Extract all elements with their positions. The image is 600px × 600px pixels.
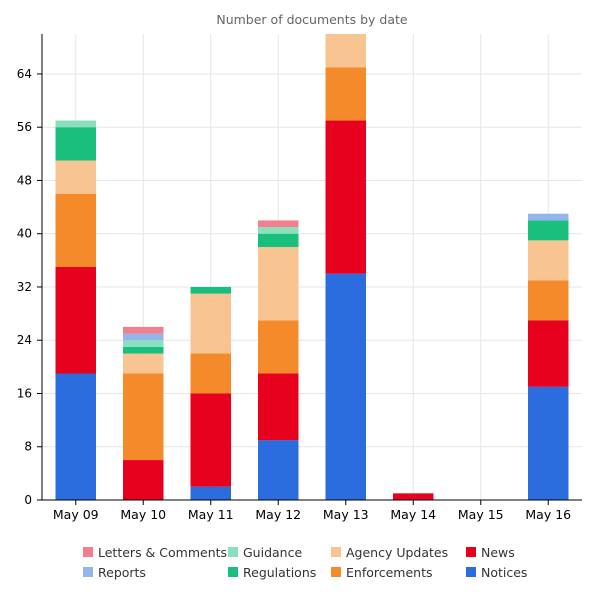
- legend-label: Notices: [481, 564, 528, 580]
- bar-segment-regulations[interactable]: [55, 127, 97, 161]
- bar-segment-notices[interactable]: [258, 440, 299, 500]
- legend-swatch: [228, 567, 238, 577]
- legend-label: Reports: [98, 564, 146, 580]
- legend-swatch: [466, 547, 476, 557]
- legend-label: Regulations: [243, 564, 317, 580]
- legend-item-news[interactable]: News: [466, 544, 546, 560]
- bar-segment-guidance[interactable]: [258, 227, 299, 234]
- bar-segment-reports[interactable]: [123, 333, 164, 341]
- bar-segment-news[interactable]: [393, 493, 434, 500]
- legend-swatch: [466, 567, 476, 577]
- legend-label: Enforcements: [346, 564, 433, 580]
- y-tick-label: 8: [24, 440, 32, 454]
- bar-segment-agency-updates[interactable]: [528, 240, 569, 281]
- bar-segment-news[interactable]: [325, 120, 367, 274]
- bar-segment-notices[interactable]: [190, 486, 232, 500]
- y-tick-label: 0: [24, 493, 32, 507]
- legend-label: Letters & Comments: [98, 544, 228, 560]
- x-tick-label: May 16: [525, 507, 571, 522]
- bar-segment-regulations[interactable]: [123, 346, 164, 354]
- bars: [55, 34, 569, 500]
- legend: Letters & Comments Guidance Agency Updates…: [83, 544, 553, 580]
- bar-segment-enforcements[interactable]: [528, 280, 569, 321]
- y-tick-label: 64: [17, 67, 32, 81]
- bar-segment-news[interactable]: [528, 320, 569, 387]
- bar-segment-news[interactable]: [190, 393, 232, 487]
- bar-segment-enforcements[interactable]: [190, 353, 232, 394]
- bar-segment-agency-updates[interactable]: [55, 160, 97, 194]
- y-tick-label: 40: [17, 227, 32, 241]
- legend-swatch: [331, 547, 341, 557]
- bar-segment-agency-updates[interactable]: [190, 293, 232, 354]
- bar-segment-news[interactable]: [123, 460, 164, 500]
- bar-segment-enforcements[interactable]: [123, 373, 164, 461]
- y-tick-label: 16: [17, 386, 32, 400]
- legend-item-reports[interactable]: Reports: [83, 564, 228, 580]
- x-tick-label: May 13: [323, 507, 369, 522]
- bar-segment-agency-updates[interactable]: [325, 34, 367, 68]
- axes: 0 8 16 24 32 40 48 56 64 May 09 May 10 May 11 May 12…: [17, 34, 582, 522]
- bar-segment-enforcements[interactable]: [325, 67, 367, 121]
- legend-item-regulations[interactable]: Regulations: [228, 564, 331, 580]
- bar-segment-agency-updates[interactable]: [123, 353, 164, 374]
- legend-item-letters-comments[interactable]: Letters & Comments: [83, 544, 228, 560]
- y-tick-label: 56: [17, 120, 32, 134]
- legend-label: News: [481, 544, 515, 560]
- legend-swatch: [83, 567, 93, 577]
- bar-segment-letters-comments[interactable]: [258, 220, 299, 228]
- legend-item-enforcements[interactable]: Enforcements: [331, 564, 466, 580]
- legend-swatch: [83, 547, 93, 557]
- legend-label: Guidance: [243, 544, 303, 560]
- x-tick-label: May 12: [255, 507, 301, 522]
- y-tick-label: 24: [17, 333, 32, 347]
- legend-swatch: [228, 547, 238, 557]
- bar-segment-regulations[interactable]: [258, 233, 299, 248]
- legend-item-notices[interactable]: Notices: [466, 564, 546, 580]
- bar-segment-notices[interactable]: [55, 373, 97, 500]
- chart-title: Number of documents by date: [216, 12, 408, 27]
- y-tick-label: 32: [17, 280, 32, 294]
- legend-swatch: [331, 567, 341, 577]
- x-tick-label: May 09: [53, 507, 99, 522]
- legend-item-guidance[interactable]: Guidance: [228, 544, 331, 560]
- bar-segment-regulations[interactable]: [528, 220, 569, 241]
- bar-segment-enforcements[interactable]: [258, 320, 299, 374]
- x-tick-label: May 11: [188, 507, 234, 522]
- bar-segment-regulations[interactable]: [190, 286, 232, 294]
- legend-item-agency-updates[interactable]: Agency Updates: [331, 544, 466, 560]
- bar-segment-news[interactable]: [55, 267, 97, 374]
- bar-segment-news[interactable]: [258, 373, 299, 441]
- bar-segment-guidance[interactable]: [123, 340, 164, 347]
- bar-segment-letters-comments[interactable]: [123, 326, 164, 334]
- x-tick-label: May 15: [458, 507, 504, 522]
- bar-segment-guidance[interactable]: [55, 120, 97, 128]
- bar-chart: Number of documents by date 0 8 16 24 32 40 48…: [17, 12, 582, 522]
- bar-segment-notices[interactable]: [325, 273, 367, 500]
- x-tick-label: May 10: [120, 507, 166, 522]
- y-tick-label: 48: [17, 173, 32, 187]
- bar-segment-agency-updates[interactable]: [258, 247, 299, 321]
- bar-segment-notices[interactable]: [528, 386, 569, 500]
- bar-segment-reports[interactable]: [528, 213, 569, 221]
- x-tick-label: May 14: [390, 507, 436, 522]
- legend-label: Agency Updates: [346, 544, 449, 560]
- bar-segment-enforcements[interactable]: [55, 193, 97, 267]
